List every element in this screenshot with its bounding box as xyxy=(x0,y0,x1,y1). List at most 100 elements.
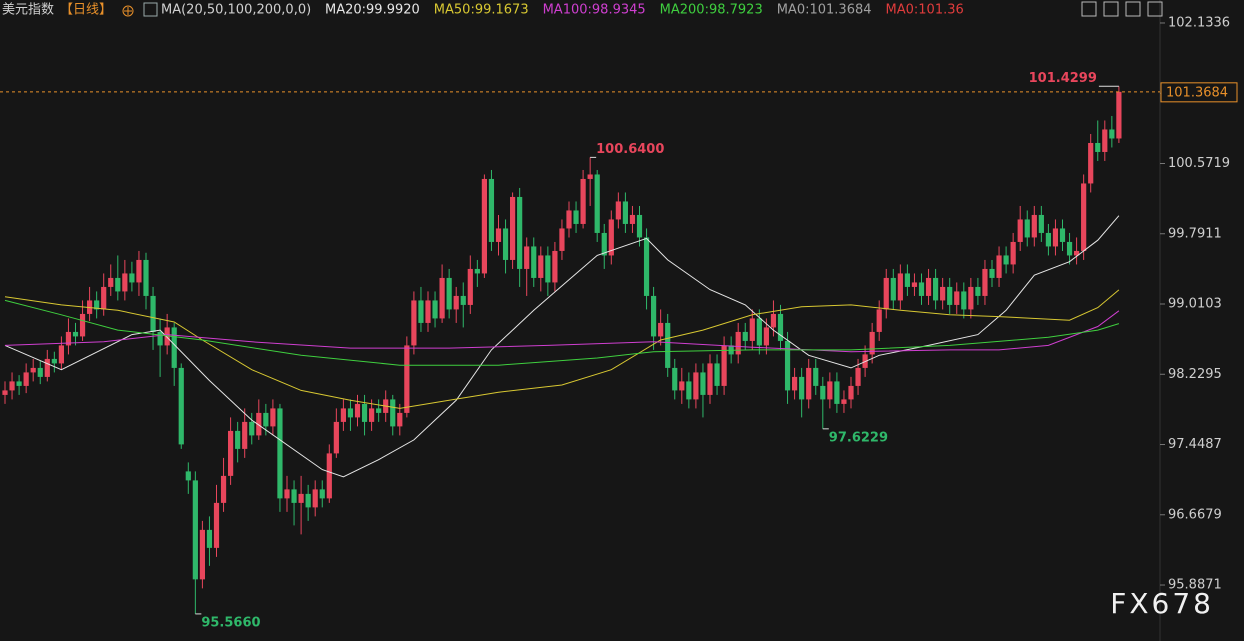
watermark: FX678 xyxy=(1110,587,1214,620)
period[interactable]: 【日线】 xyxy=(60,3,112,18)
candle-body xyxy=(933,277,939,301)
candle-body xyxy=(397,412,403,427)
candle-body xyxy=(1003,255,1009,265)
candle-body xyxy=(284,489,290,499)
candle-body xyxy=(361,403,368,422)
candle-body xyxy=(30,367,36,373)
candle-body xyxy=(1088,142,1094,184)
candle-body xyxy=(799,376,805,400)
candle-body xyxy=(954,291,960,305)
header: 美元指数 【日线】 MA(20,50,100,200,0,0) MA20:99.… xyxy=(2,2,964,18)
candle-body xyxy=(947,286,953,305)
candle-body xyxy=(594,174,600,233)
tool-button[interactable] xyxy=(1147,1,1163,17)
candle-body xyxy=(777,313,784,341)
candle-body xyxy=(580,178,586,224)
candle-body xyxy=(1074,250,1080,256)
candle-body xyxy=(192,480,198,580)
ma-line xyxy=(4,310,1120,353)
candle-body xyxy=(404,345,410,413)
annotation-label: 101.4299 xyxy=(1029,71,1097,86)
candle-body xyxy=(636,214,643,238)
candle-body xyxy=(376,408,382,413)
candle-body xyxy=(1038,214,1044,233)
candle-body xyxy=(629,214,636,224)
candle-body xyxy=(502,228,509,260)
candle-body xyxy=(312,489,318,508)
candle-body xyxy=(453,295,459,310)
candle-body xyxy=(820,385,826,400)
candle-body xyxy=(291,489,297,503)
candle-body xyxy=(735,331,741,355)
candle-body xyxy=(270,408,276,427)
candle-body xyxy=(510,196,516,260)
candle-body xyxy=(122,273,128,292)
candle-body xyxy=(115,277,121,292)
candle-body xyxy=(1031,214,1037,238)
candle-body xyxy=(72,331,79,337)
candle-body xyxy=(354,403,361,418)
y-tick-label: 95.8871 xyxy=(1168,578,1222,593)
candle-body xyxy=(601,232,607,256)
candle-body xyxy=(164,327,170,346)
ma-line xyxy=(4,215,1120,478)
candle-body xyxy=(1095,142,1101,152)
legend-entry: MA0:101.36 xyxy=(886,3,964,18)
candle-body xyxy=(418,300,424,323)
candle-body xyxy=(213,502,220,548)
legend-entry: MA200:98.7923 xyxy=(660,3,763,18)
candle-body xyxy=(2,390,8,395)
candle-body xyxy=(16,381,22,386)
candle-body xyxy=(129,273,135,283)
annotation-label: 97.6229 xyxy=(829,430,888,445)
candle-body xyxy=(672,367,678,391)
candle-body xyxy=(545,255,551,283)
annotation-label: 95.5660 xyxy=(201,615,260,630)
toolbar xyxy=(1081,1,1163,17)
candle-body xyxy=(897,273,903,301)
candle-body xyxy=(51,358,57,364)
candle-body xyxy=(1116,91,1122,139)
candle-body xyxy=(792,376,798,391)
indicator-icon[interactable] xyxy=(143,2,158,17)
add-icon[interactable] xyxy=(122,5,134,17)
candle-body xyxy=(622,201,628,224)
candle-body xyxy=(460,295,466,305)
tool-button[interactable] xyxy=(1125,1,1141,17)
tool-button[interactable] xyxy=(1081,1,1097,17)
candle-body xyxy=(37,367,43,377)
candle-body xyxy=(643,237,650,296)
candle-body xyxy=(573,210,579,224)
candle-body xyxy=(488,178,495,242)
candle-body xyxy=(608,219,614,256)
candle-body xyxy=(707,363,713,395)
candle-body xyxy=(869,331,875,355)
candle-body xyxy=(9,381,15,391)
candle-body xyxy=(467,268,473,305)
y-tick-label: 99.7911 xyxy=(1168,226,1222,241)
candle-body xyxy=(827,381,833,400)
tool-button[interactable] xyxy=(1103,1,1119,17)
candle-body xyxy=(411,300,417,346)
candle-body xyxy=(157,331,163,346)
current-price-label: 101.3684 xyxy=(1166,85,1228,100)
candle-body xyxy=(206,529,213,548)
candle-body xyxy=(228,430,234,476)
candle-body xyxy=(439,277,445,319)
candle-body xyxy=(44,358,50,377)
candle-body xyxy=(94,300,100,310)
candle-body xyxy=(742,331,748,341)
candle-body xyxy=(989,268,995,278)
candle-body xyxy=(855,367,861,386)
candle-body xyxy=(918,282,925,296)
candle-body xyxy=(763,327,769,346)
candle-body xyxy=(925,277,932,296)
candle-body xyxy=(1010,241,1016,265)
current-price-tag xyxy=(1160,82,1238,103)
candle-body xyxy=(813,367,819,386)
candle-body xyxy=(432,300,438,319)
candle-body xyxy=(911,282,918,287)
candle-body xyxy=(1081,183,1087,251)
candle-body xyxy=(848,385,854,400)
